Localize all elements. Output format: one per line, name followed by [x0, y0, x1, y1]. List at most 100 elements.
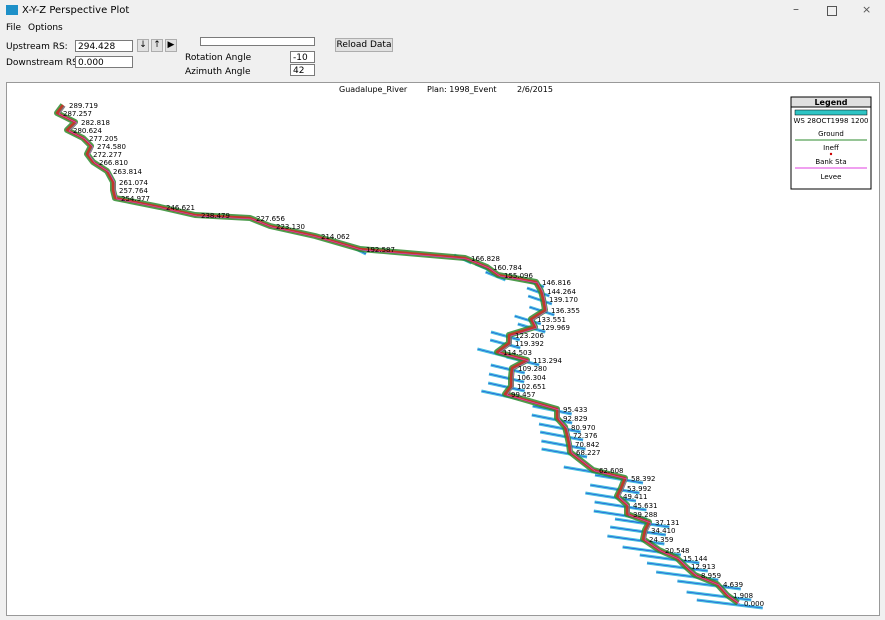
cross-section: [538, 423, 581, 433]
station-label: 277.205: [89, 135, 118, 143]
station-label: 246.621: [166, 204, 195, 212]
bank-levee: [58, 105, 741, 605]
cross-section: [585, 492, 637, 502]
station-label: 39.288: [633, 511, 658, 519]
close[interactable]: ×: [862, 3, 872, 16]
cross-section: [488, 373, 525, 383]
station-label: 12.913: [691, 563, 716, 571]
station-label: 261.074: [119, 179, 148, 187]
reload-button[interactable]: Reload Data: [335, 38, 393, 52]
station-label: 155.096: [504, 272, 533, 280]
station-label: 8.959: [701, 572, 721, 580]
upstream-label: Upstream RS:: [6, 42, 68, 52]
down-button[interactable]: ↓: [137, 39, 149, 52]
minimize[interactable]: –: [793, 2, 799, 16]
station-label: 15.144: [683, 555, 708, 563]
station-label: 223.130: [276, 223, 305, 231]
cross-section: [607, 535, 665, 545]
station-label: 136.355: [551, 307, 580, 315]
cross-section: [610, 526, 666, 536]
station-label: 80.970: [571, 424, 596, 432]
station-label: 280.624: [73, 127, 102, 135]
station-label: 92.829: [563, 415, 588, 423]
station-label: 34.410: [651, 527, 676, 535]
station-label: 119.392: [515, 340, 544, 348]
legend-swatch: [829, 152, 833, 156]
downstream-select[interactable]: 0.000: [75, 56, 133, 68]
rotation-input[interactable]: -10: [290, 51, 315, 63]
station-label: 37.131: [655, 519, 680, 527]
station-label: 287.257: [63, 110, 92, 118]
station-label: 272.277: [93, 151, 122, 159]
station-label: 146.816: [542, 279, 571, 287]
station-label: 113.294: [533, 357, 562, 365]
legend-header: [790, 96, 872, 108]
legend-swatch: [794, 109, 868, 116]
cross-section: [540, 431, 584, 441]
azimuth-input[interactable]: 42: [290, 64, 315, 76]
station-label: 20.548: [665, 547, 690, 555]
plan-date: 2/6/2015: [517, 85, 553, 94]
cross-section: [646, 562, 708, 572]
legend-entry: Ground: [818, 130, 844, 138]
station-label: 58.392: [631, 475, 656, 483]
station-label: 70.842: [575, 441, 600, 449]
station-label: 123.206: [515, 332, 544, 340]
app-icon: [6, 5, 18, 15]
cross-section: [696, 599, 763, 609]
station-label: 139.170: [549, 296, 578, 304]
station-label: 263.814: [113, 168, 142, 176]
river-channel: [55, 104, 739, 605]
cross-section: [614, 518, 670, 528]
slider[interactable]: [200, 37, 315, 46]
station-label: 144.264: [547, 288, 576, 296]
station-label: 282.818: [81, 119, 110, 127]
window-title: X-Y-Z Perspective Plot: [22, 5, 130, 16]
station-label: 214.062: [321, 233, 350, 241]
legend-title: Legend: [814, 98, 847, 107]
station-label: 166.828: [471, 255, 500, 263]
station-label: 99.457: [511, 391, 536, 399]
station-label: 45.631: [633, 502, 658, 510]
play-button[interactable]: ▶: [165, 39, 177, 52]
cross-section: [639, 554, 700, 564]
station-label: 72.376: [573, 432, 598, 440]
station-label: 62.608: [599, 467, 624, 475]
menu-file[interactable]: File: [6, 23, 22, 33]
station-label: 266.810: [99, 159, 128, 167]
cross-section: [514, 315, 541, 325]
station-label: 238.479: [201, 212, 230, 220]
cross-section: [488, 382, 525, 392]
station-label: 102.651: [517, 383, 546, 391]
menu-options[interactable]: Options: [28, 23, 63, 33]
station-label: 289.719: [69, 102, 98, 110]
station-label: 53.992: [627, 485, 652, 493]
cross-section: [490, 364, 525, 374]
station-label: 1.908: [733, 592, 753, 600]
station-label: 109.280: [518, 365, 547, 373]
up-button[interactable]: ↑: [151, 39, 163, 52]
station-label: 192.587: [366, 246, 395, 254]
cross-section: [594, 501, 647, 511]
station-label: 49.411: [623, 493, 648, 501]
legend-entry: Ineff: [823, 144, 839, 152]
station-label: 133.551: [537, 316, 566, 324]
station-label: 4.639: [723, 581, 743, 589]
upstream-select[interactable]: 294.428: [75, 40, 133, 52]
downstream-label: Downstream RS:: [6, 58, 81, 68]
station-label: 106.304: [517, 374, 546, 382]
station-label: 274.580: [97, 143, 126, 151]
station-label: 227.656: [256, 215, 285, 223]
cross-section: [541, 440, 586, 450]
maximize[interactable]: [827, 6, 837, 16]
station-label: 95.433: [563, 406, 588, 414]
station-label: 254.977: [121, 195, 150, 203]
river-name: Guadalupe_River: [339, 85, 408, 94]
station-label: 68.227: [576, 449, 601, 457]
legend: Legend WS 28OCT1998 1200 Ground Ineff Ba…: [790, 96, 872, 190]
station-label: 160.784: [493, 264, 522, 272]
perspective-plot: Guadalupe_River Plan: 1998_Event 2/6/201…: [54, 85, 872, 610]
azimuth-label: Azimuth Angle: [185, 67, 251, 77]
cross-section: [528, 295, 552, 305]
